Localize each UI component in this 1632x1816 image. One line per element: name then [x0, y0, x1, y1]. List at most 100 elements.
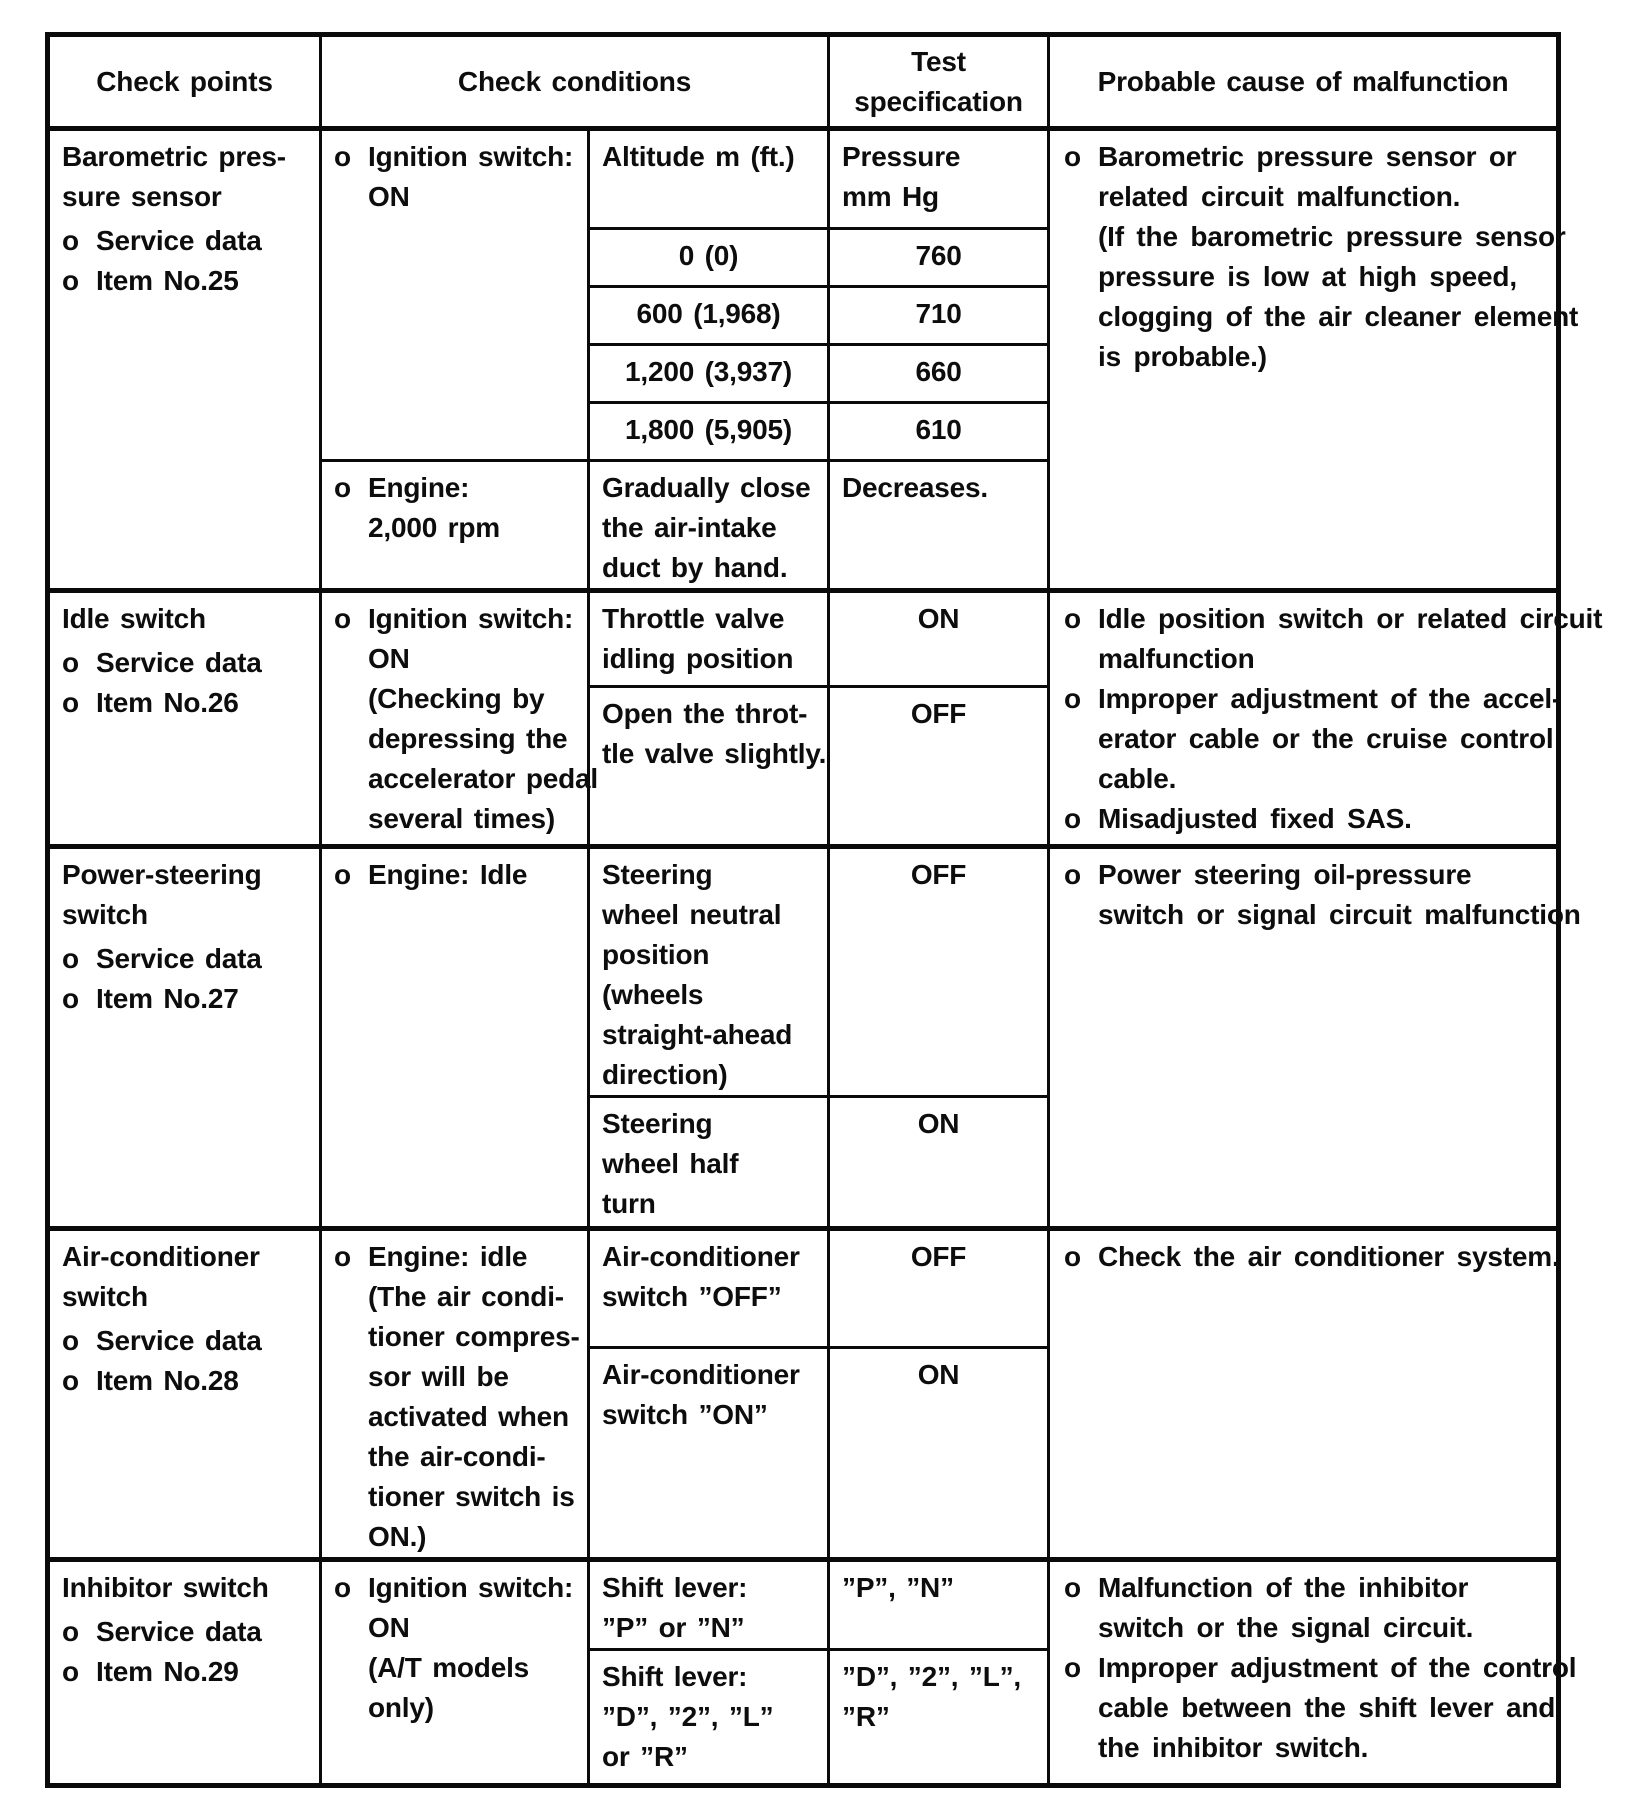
r3-test-spec-2: ON	[827, 1095, 1051, 1230]
bullet-marker: o	[62, 1325, 79, 1356]
altitude-row: 1,800 (5,905) 610	[48, 401, 1559, 462]
r4-bullet-item-no: Item No.28	[96, 1365, 239, 1396]
r2-check-point-title: Idle switch	[62, 603, 206, 634]
r1-action-spec-cell: Decreases.	[827, 459, 1051, 592]
r4-check-point-title: Air-conditioner switch	[62, 1241, 260, 1312]
altitude-row: 1,200 (3,937) 660	[48, 343, 1559, 404]
list-item: o Ignition switch: ON (A/T models only)	[334, 1568, 583, 1728]
r2-condition-text: Ignition switch: ON (Checking by depress…	[368, 603, 598, 834]
header-check-conditions: Check conditions	[318, 33, 831, 131]
test-condition-text: Shift lever: ”P” or ”N”	[602, 1572, 748, 1643]
r2-test-condition-1: Throttle valve idling position	[586, 588, 831, 688]
r1-bullet-item-no: Item No.25	[96, 265, 239, 296]
bullet-marker: o	[62, 1365, 79, 1396]
bullet-marker: o	[62, 225, 79, 256]
r1-altitude-value-2: 600 (1,968)	[586, 285, 831, 346]
r5-cause-cell: o Malfunction of the inhibitor switch or …	[1047, 1557, 1577, 1787]
r5-cause-2: Improper adjustment of the control cable…	[1098, 1652, 1577, 1763]
r1-action-cell: Gradually close the air-intake duct by h…	[586, 459, 831, 592]
r5-test-condition-2: Shift lever: ”D”, ”2”, ”L” or ”R”	[586, 1648, 831, 1787]
r5-test-spec-1: ”P”, ”N”	[827, 1557, 1051, 1651]
r1-pressure-value-4: 610	[827, 401, 1051, 462]
list-item: o Service data	[62, 221, 315, 261]
test-spec-value: ”D”, ”2”, ”L”, ”R”	[842, 1661, 1022, 1732]
r1-condition-engine-cell: o Engine: 2,000 rpm	[319, 459, 590, 592]
r1-cause-cell: o Barometric pressure sensor or related c…	[1047, 126, 1578, 592]
header-probable-cause: Probable cause of malfunction	[1047, 33, 1561, 131]
test-spec-value: OFF	[910, 859, 967, 890]
altitude-row: 600 (1,968) 710	[48, 285, 1559, 346]
r2-test-spec-2: OFF	[827, 685, 1051, 848]
bullet-marker: o	[62, 943, 79, 974]
altitude-value: 1,800 (5,905)	[625, 414, 792, 445]
bullet-marker: o	[334, 603, 351, 634]
test-spec-value: ON	[917, 1359, 960, 1391]
test-condition-text: Open the throt- tle valve slightly.	[602, 698, 827, 769]
bullet-marker: o	[334, 141, 351, 172]
test-spec-value: ON	[917, 1108, 960, 1139]
list-item: o Item No.29	[62, 1652, 315, 1692]
bullet-marker: o	[1064, 1572, 1081, 1603]
pressure-value: 710	[915, 298, 962, 329]
list-item: o Improper adjustment of the control cabl…	[1064, 1648, 1577, 1768]
r2-cause-cell: o Idle position switch or related circuit…	[1047, 588, 1602, 848]
r1-action-spec-text: Decreases.	[842, 472, 988, 503]
r5-bullet-service-data: Service data	[96, 1616, 262, 1647]
header-test-specification-label: Test specification	[854, 45, 1023, 117]
header-test-specification: Test specification	[827, 33, 1051, 131]
r5-condition-text: Ignition switch: ON (A/T models only)	[368, 1572, 574, 1723]
pressure-value: 760	[915, 240, 962, 271]
r2-subrow-2: Open the throt- tle valve slightly. OFF	[48, 685, 1559, 848]
r3-condition-text: Engine: Idle	[368, 859, 528, 890]
list-item: o Misadjusted fixed SAS.	[1064, 799, 1552, 839]
r5-check-point-bullets: o Service data o Item No.29	[62, 1612, 315, 1692]
r5-test-condition-1: Shift lever: ”P” or ”N”	[586, 1557, 831, 1651]
r3-cause-cell: o Power steering oil-pressure switch or s…	[1047, 844, 1581, 1230]
list-item: o Engine: Idle	[334, 855, 583, 895]
r5-check-point-title: Inhibitor switch	[62, 1572, 269, 1603]
r1-pressure-header-cell: Pressure mm Hg	[827, 126, 1051, 230]
r3-check-point-title: Power-steering switch	[62, 859, 262, 930]
bullet-marker: o	[1064, 603, 1081, 634]
bullet-marker: o	[62, 983, 79, 1014]
r4-subrow-2: Air-conditioner switch ”ON” ON	[48, 1346, 1559, 1561]
r4-condition-cell: o Engine: idle (The air condi- tioner com…	[319, 1226, 590, 1561]
r2-cause-1: Idle position switch or related circuit …	[1098, 603, 1603, 674]
pressure-value: 660	[915, 356, 962, 387]
r4-bullet-service-data: Service data	[96, 1325, 262, 1356]
bullet-marker: o	[1064, 1241, 1081, 1272]
r3-check-point-bullets: o Service data o Item No.27	[62, 939, 315, 1019]
r5-bullet-item-no: Item No.29	[96, 1656, 239, 1687]
list-item: o Service data	[62, 1612, 315, 1652]
altitude-value: 0 (0)	[678, 240, 739, 271]
altitude-value: 600 (1,968)	[636, 298, 781, 329]
r4-test-spec-2: ON	[827, 1346, 1051, 1561]
r1-altitude-header-cell: Altitude m (ft.)	[586, 126, 831, 230]
r1-altitude-value-4: 1,800 (5,905)	[586, 401, 831, 462]
list-item: o Ignition switch: ON	[334, 137, 583, 217]
r1-condition-ignition-text: Ignition switch: ON	[368, 141, 574, 212]
altitude-value: 1,200 (3,937)	[625, 356, 792, 387]
r2-check-point-cell: Idle switch o Service data o Item No.26	[46, 588, 322, 848]
r1-altitude-value-3: 1,200 (3,937)	[586, 343, 831, 404]
r3-test-spec-1: OFF	[827, 844, 1051, 1098]
test-condition-text: Shift lever: ”D”, ”2”, ”L” or ”R”	[602, 1661, 774, 1772]
bullet-marker: o	[1064, 859, 1081, 890]
r1-check-point-cell: Barometric pres- sure sensor o Service da…	[46, 126, 322, 592]
bullet-marker: o	[62, 647, 79, 678]
list-item: o Improper adjustment of the accel- erato…	[1064, 679, 1561, 799]
r3-test-condition-1: Steering wheel neutral position (wheels …	[586, 844, 831, 1098]
r2-bullet-service-data: Service data	[96, 647, 262, 678]
list-item: o Service data	[62, 1321, 315, 1361]
r1-condition-ignition-cell: o Ignition switch: ON	[319, 126, 590, 462]
list-item: o Item No.27	[62, 979, 315, 1019]
test-spec-value: OFF	[910, 698, 967, 729]
r1-altitude-value-1: 0 (0)	[586, 227, 831, 288]
r5-subrow-2: Shift lever: ”D”, ”2”, ”L” or ”R” ”D”, ”…	[48, 1648, 1559, 1787]
bullet-marker: o	[334, 1241, 351, 1272]
r3-test-condition-2: Steering wheel half turn	[586, 1095, 831, 1230]
pressure-value: 610	[915, 414, 962, 445]
test-spec-value: ON	[917, 603, 960, 634]
bullet-marker: o	[334, 859, 351, 890]
r1-pressure-value-2: 710	[827, 285, 1051, 346]
